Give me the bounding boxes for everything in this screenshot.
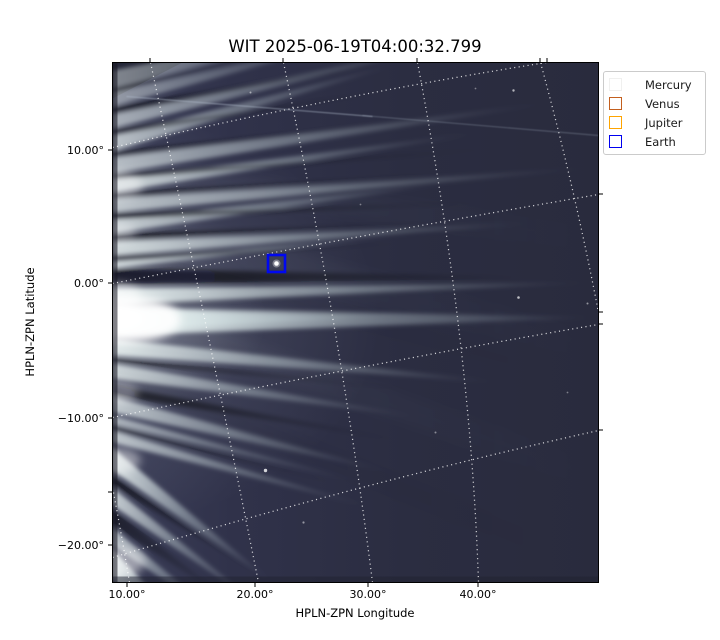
mercury-swatch-icon <box>609 78 622 91</box>
axis-ticks <box>108 58 603 587</box>
y-tick-label: −20.00° <box>57 539 104 552</box>
x-tick-label: 10.00° <box>108 588 146 601</box>
legend-item: Mercury <box>609 75 705 94</box>
legend: Mercury Venus Jupiter Earth <box>603 71 706 155</box>
legend-item: Jupiter <box>609 113 705 132</box>
legend-label: Venus <box>645 96 680 111</box>
legend-item: Venus <box>609 94 705 113</box>
wcs-grid <box>112 62 599 583</box>
x-axis-label: HPLN-ZPN Longitude <box>295 606 415 620</box>
plot-title: WIT 2025-06-19T04:00:32.799 <box>228 37 482 56</box>
earth-marker <box>266 253 287 274</box>
bright-core <box>112 171 181 579</box>
legend-label: Jupiter <box>645 115 683 130</box>
star-dots <box>249 87 589 524</box>
left-edge-dark-strip <box>112 62 118 583</box>
axes-spine <box>112 62 599 583</box>
y-tick-label: 10.00° <box>67 144 104 157</box>
x-tick-label: 40.00° <box>459 588 497 601</box>
y-axis-label: HPLN-ZPN Latitude <box>23 267 37 377</box>
y-tick-label: 0.00° <box>74 277 104 290</box>
legend-label: Mercury <box>645 77 692 92</box>
x-tick-label: 30.00° <box>349 588 387 601</box>
legend-label: Earth <box>645 134 676 149</box>
jupiter-swatch-icon <box>609 116 622 129</box>
legend-item: Earth <box>609 132 705 151</box>
image-canvas <box>112 62 599 583</box>
earth-swatch-icon <box>609 135 622 148</box>
venus-swatch-icon <box>609 97 622 110</box>
x-tick-label: 20.00° <box>236 588 274 601</box>
y-tick-label: −10.00° <box>57 412 104 425</box>
bottom-edge-dark-strip <box>112 576 599 583</box>
